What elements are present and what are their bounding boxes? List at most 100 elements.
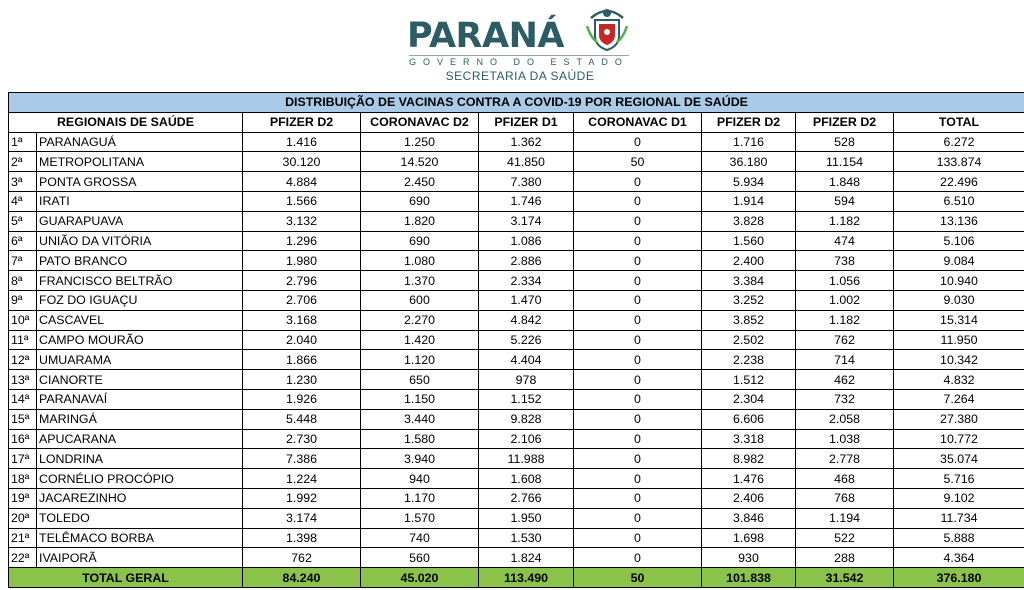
- table-row: 14ª PARANAVAÍ 1.926 1.150 1.152 0 2.304 732 7.26…: [8, 388, 1024, 410]
- pfizer-d2-c-cell: 11.154: [795, 151, 894, 173]
- pfizer-d2-b-cell: 5.934: [701, 171, 796, 192]
- table-row: 4ª IRATI 1.566 690 1.746 0 1.914 594 6.510: [8, 190, 1024, 212]
- coronavac-d2-cell: 560: [360, 547, 479, 569]
- pfizer-d2-c-cell: 522: [795, 527, 894, 549]
- pfizer-d1-cell: 4.842: [478, 309, 574, 331]
- coronavac-d2-cell: 1.170: [360, 487, 479, 509]
- coronavac-d2-cell: 690: [360, 190, 479, 212]
- coronavac-d2-cell: 1.570: [360, 507, 479, 529]
- pfizer-d1-cell: 1.746: [478, 190, 574, 212]
- vaccine-distribution-table: DISTRIBUIÇÃO DE VACINAS CONTRA A COVID-1…: [8, 92, 1024, 588]
- pfizer-d2-cell: 3.168: [242, 309, 361, 331]
- region-name-cell: CORNÉLIO PROCÓPIO: [36, 468, 243, 489]
- rank-cell: 21ª: [8, 527, 37, 549]
- table-row: 21ª TELÊMACO BORBA 1.398 740 1.530 0 1.698 522 5…: [8, 527, 1024, 549]
- coronavac-d1-cell: 0: [573, 507, 702, 529]
- pfizer-d1-cell: 3.174: [478, 210, 574, 232]
- region-name-cell: PARANAGUÁ: [36, 131, 243, 153]
- coronavac-d1-cell: 0: [573, 190, 702, 212]
- total-cell: 5.716: [893, 468, 1024, 489]
- total-cell: 6.272: [893, 131, 1024, 153]
- pfizer-d2-c-cell: 594: [795, 190, 894, 212]
- pfizer-d2-c-cell: 1.002: [795, 289, 894, 311]
- region-name-cell: FRANCISCO BELTRÃO: [36, 270, 243, 291]
- table-row: 13ª CIANORTE 1.230 650 978 0 1.512 462 4.832: [8, 369, 1024, 390]
- coronavac-d1-cell: 0: [573, 309, 702, 331]
- coronavac-d1-cell: 0: [573, 131, 702, 153]
- total-label-cell: TOTAL GERAL: [8, 567, 243, 588]
- coronavac-d2-cell: 1.150: [360, 388, 479, 410]
- rank-cell: 20ª: [8, 507, 37, 529]
- total-cell: 4.832: [893, 369, 1024, 390]
- pfizer-d2-c-cell: 1.056: [795, 270, 894, 291]
- total-cell: 10.940: [893, 270, 1024, 291]
- pfizer-d1-cell: 978: [478, 369, 574, 390]
- pfizer-d1-cell: 4.404: [478, 349, 574, 371]
- rank-cell: 5ª: [8, 210, 37, 232]
- table-row: 20ª TOLEDO 3.174 1.570 1.950 0 3.846 1.194 11.73…: [8, 507, 1024, 529]
- total-coronavac-d2-cell: 45.020: [360, 567, 479, 588]
- total-cell: 13.136: [893, 210, 1024, 232]
- coronavac-d2-cell: 1.120: [360, 349, 479, 371]
- pfizer-d2-b-cell: 3.846: [701, 507, 796, 529]
- rank-cell: 1ª: [8, 131, 37, 153]
- pfizer-d2-b-cell: 2.502: [701, 329, 796, 351]
- coronavac-d2-cell: 600: [360, 289, 479, 311]
- total-cell: 35.074: [893, 448, 1024, 470]
- coronavac-d1-cell: 0: [573, 408, 702, 430]
- pfizer-d2-b-cell: 2.238: [701, 349, 796, 371]
- coronavac-d1-cell: 0: [573, 270, 702, 291]
- pfizer-d2-c-cell: 1.182: [795, 210, 894, 232]
- total-cell: 27.380: [893, 408, 1024, 430]
- rank-cell: 3ª: [8, 171, 37, 192]
- pfizer-d2-b-cell: 3.828: [701, 210, 796, 232]
- region-name-cell: IRATI: [36, 190, 243, 212]
- pfizer-d2-cell: 1.926: [242, 388, 361, 410]
- rank-cell: 18ª: [8, 468, 37, 489]
- total-coronavac-d1-cell: 50: [573, 567, 702, 588]
- coronavac-d1-cell: 0: [573, 428, 702, 450]
- coronavac-d1-cell: 0: [573, 329, 702, 351]
- column-header-pfizer-d2-b: PFIZER D2: [701, 111, 796, 133]
- pfizer-d1-cell: 1.362: [478, 131, 574, 153]
- region-name-cell: FOZ DO IGUAÇU: [36, 289, 243, 311]
- coronavac-d2-cell: 1.250: [360, 131, 479, 153]
- column-header-coronavac-d2: CORONAVAC D2: [360, 111, 479, 133]
- total-cell: 10.342: [893, 349, 1024, 371]
- pfizer-d2-cell: 3.132: [242, 210, 361, 232]
- pfizer-d2-c-cell: 1.182: [795, 309, 894, 331]
- pfizer-d2-b-cell: 36.180: [701, 151, 796, 173]
- total-cell: 5.106: [893, 230, 1024, 252]
- table-row: 3ª PONTA GROSSA 4.884 2.450 7.380 0 5.934 1.848…: [8, 171, 1024, 192]
- table-row: 11ª CAMPO MOURÃO 2.040 1.420 5.226 0 2.502 762 1…: [8, 329, 1024, 351]
- pfizer-d2-b-cell: 6.606: [701, 408, 796, 430]
- pfizer-d1-cell: 7.380: [478, 171, 574, 192]
- coronavac-d1-cell: 0: [573, 171, 702, 192]
- coronavac-d1-cell: 0: [573, 349, 702, 371]
- table-body: DISTRIBUIÇÃO DE VACINAS CONTRA A COVID-1…: [8, 92, 1024, 588]
- page-header: PARANÁ GOVERNO DO ESTADO SECRETARIA DA S…: [0, 0, 1024, 92]
- pfizer-d2-b-cell: 2.406: [701, 487, 796, 509]
- pfizer-d2-c-cell: 1.194: [795, 507, 894, 529]
- rank-cell: 17ª: [8, 448, 37, 470]
- total-cell: 7.264: [893, 388, 1024, 410]
- pfizer-d2-c-cell: 474: [795, 230, 894, 252]
- pfizer-d2-b-cell: 3.852: [701, 309, 796, 331]
- coronavac-d2-cell: 1.080: [360, 250, 479, 272]
- coronavac-d1-cell: 0: [573, 468, 702, 489]
- rank-cell: 12ª: [8, 349, 37, 371]
- coronavac-d1-cell: 0: [573, 547, 702, 569]
- coronavac-d2-cell: 14.520: [360, 151, 479, 173]
- region-name-cell: PARANAVAÍ: [36, 388, 243, 410]
- rank-cell: 10ª: [8, 309, 37, 331]
- coronavac-d1-cell: 50: [573, 151, 702, 173]
- coronavac-d1-cell: 0: [573, 289, 702, 311]
- coronavac-d2-cell: 1.370: [360, 270, 479, 291]
- pfizer-d2-cell: 1.992: [242, 487, 361, 509]
- region-name-cell: PONTA GROSSA: [36, 171, 243, 192]
- pfizer-d2-b-cell: 930: [701, 547, 796, 569]
- pfizer-d2-c-cell: 2.058: [795, 408, 894, 430]
- region-name-cell: PATO BRANCO: [36, 250, 243, 272]
- pfizer-d2-cell: 2.730: [242, 428, 361, 450]
- rank-cell: 4ª: [8, 190, 37, 212]
